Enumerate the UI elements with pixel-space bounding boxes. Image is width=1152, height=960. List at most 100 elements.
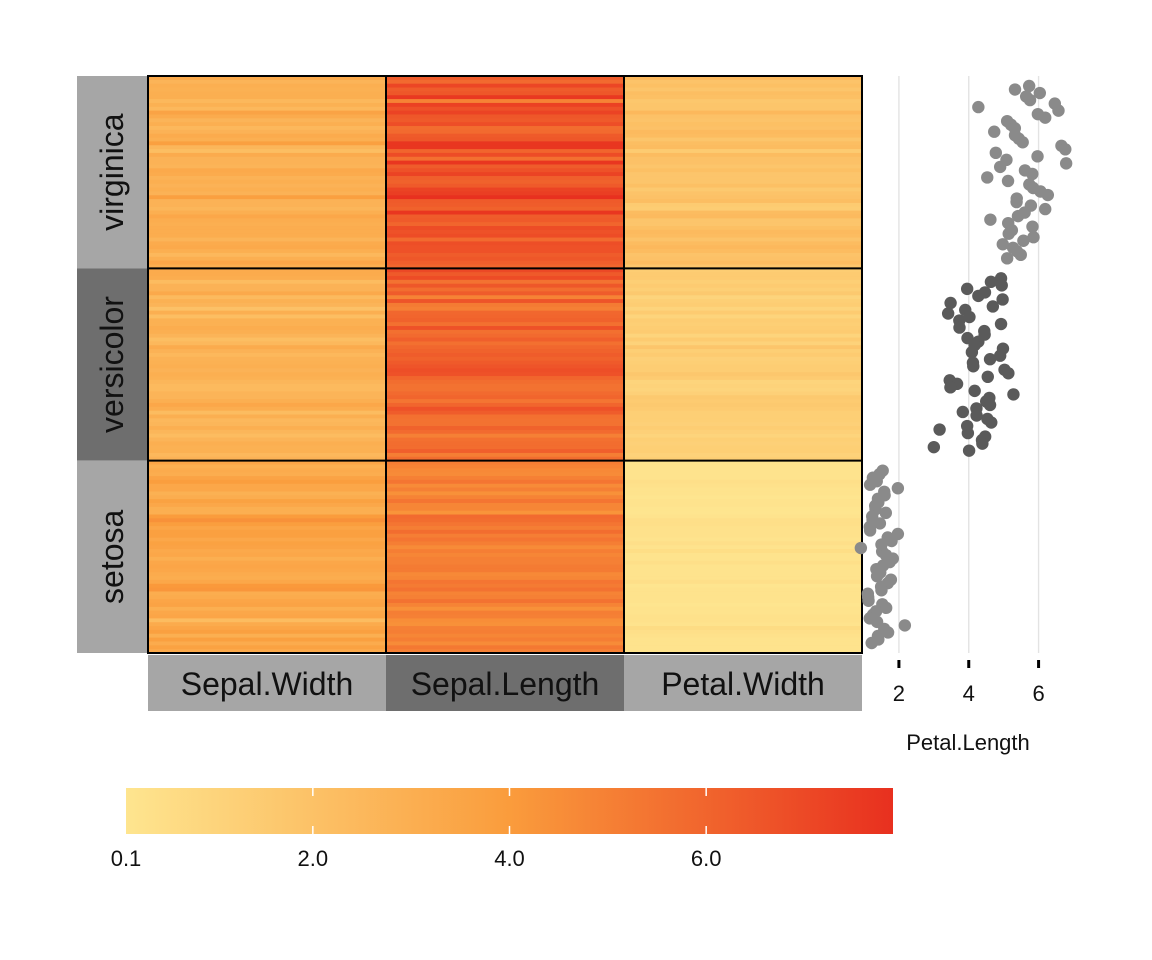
scatter-point-virginica <box>1026 167 1039 181</box>
heat-cell <box>624 418 863 423</box>
heat-cell <box>386 372 625 377</box>
heat-cell <box>148 341 387 346</box>
heat-cell <box>386 199 625 204</box>
scatter-tick-label: 4 <box>963 681 975 706</box>
heat-cell <box>624 110 863 116</box>
heat-cell <box>148 299 387 304</box>
heat-cell <box>148 337 387 343</box>
heat-cell <box>624 576 863 581</box>
heat-cell <box>386 502 625 508</box>
heat-cell <box>148 160 387 166</box>
heat-cell <box>624 129 863 135</box>
heat-cell <box>624 445 863 450</box>
row-strip-label: versicolor <box>94 296 130 433</box>
heat-cell <box>624 379 863 385</box>
scatter-point-versicolor <box>953 321 966 334</box>
heat-cell <box>624 422 863 427</box>
heat-cell <box>148 491 387 496</box>
heat-cell <box>148 83 387 89</box>
scatter-point-versicolor <box>986 300 1000 313</box>
heat-cell <box>386 252 625 258</box>
heat-cell <box>148 426 387 431</box>
heat-cell <box>386 314 625 319</box>
scatter-point-versicolor <box>981 370 994 384</box>
heat-cell <box>386 91 625 96</box>
heat-cell <box>148 226 387 231</box>
heat-cell <box>386 133 625 139</box>
heat-cell <box>624 506 863 512</box>
heat-cell <box>148 387 387 393</box>
heat-cell <box>148 233 387 239</box>
heat-cell <box>624 279 863 285</box>
heat-cell <box>148 433 387 439</box>
heat-cell <box>148 468 387 473</box>
heat-cell <box>148 329 387 335</box>
heat-cell <box>624 556 863 562</box>
heat-cell <box>386 591 625 596</box>
heat-cell <box>148 187 387 192</box>
heat-cell <box>386 322 625 327</box>
scatter-point-virginica <box>996 238 1009 251</box>
heat-cell <box>148 449 387 454</box>
scatter-point-virginica <box>1022 79 1036 93</box>
heat-cell <box>386 172 625 177</box>
heat-cell <box>624 76 863 81</box>
heat-cell <box>624 302 863 308</box>
heat-cell <box>624 291 863 296</box>
heat-cell <box>624 287 863 293</box>
heat-cell <box>386 587 625 593</box>
heat-cell <box>624 333 863 339</box>
heat-cell <box>148 606 387 612</box>
heat-cell <box>386 152 625 158</box>
scatter-point-virginica <box>1023 93 1037 107</box>
heat-cell <box>148 356 387 362</box>
heat-cell <box>148 499 387 504</box>
heat-cell <box>386 456 625 462</box>
scatter-tick-label: 6 <box>1032 681 1044 706</box>
heat-cell <box>386 568 625 573</box>
heat-cell <box>624 376 863 381</box>
heat-cell <box>148 645 387 650</box>
heat-cell <box>148 318 387 323</box>
heat-cell <box>624 429 863 435</box>
heat-cell <box>624 210 863 216</box>
scatter-point-versicolor <box>961 426 975 440</box>
heat-cell <box>386 229 625 235</box>
scatter-tick-label: 2 <box>893 681 905 706</box>
heat-cell <box>386 602 625 608</box>
heat-cell <box>624 202 863 208</box>
scatter-point-setosa <box>863 478 877 491</box>
heat-cell <box>386 495 625 500</box>
heat-cell <box>386 222 625 227</box>
heat-cell <box>386 237 625 243</box>
heat-cell <box>386 276 625 281</box>
heat-cell <box>386 426 625 431</box>
heat-cell <box>148 537 387 543</box>
heat-cell <box>624 614 863 619</box>
heat-cell <box>148 422 387 427</box>
legend-tick-label: 2.0 <box>298 846 329 871</box>
scatter-point-setosa <box>873 517 887 530</box>
scatter-point-setosa <box>863 524 877 537</box>
heat-cell <box>624 452 863 458</box>
scatter-point-virginica <box>1039 111 1052 124</box>
heat-cell <box>624 299 863 304</box>
heat-cell <box>386 556 625 562</box>
heat-cell <box>148 495 387 500</box>
heat-cell <box>148 110 387 116</box>
heat-cell <box>624 191 863 196</box>
heat-cell <box>148 445 387 450</box>
scatter-point-setosa <box>862 594 875 607</box>
heat-cell <box>624 272 863 277</box>
heat-cell <box>386 599 625 604</box>
heat-cell <box>624 214 863 219</box>
scatter-point-virginica <box>984 213 997 226</box>
scatter-point-virginica <box>1033 86 1047 100</box>
heat-cell <box>624 414 863 419</box>
heat-cell <box>386 468 625 473</box>
scatter-point-versicolor <box>944 381 957 394</box>
heat-cell <box>624 226 863 231</box>
heat-cell <box>386 376 625 381</box>
heat-cell <box>624 387 863 393</box>
heat-cell <box>148 218 387 223</box>
